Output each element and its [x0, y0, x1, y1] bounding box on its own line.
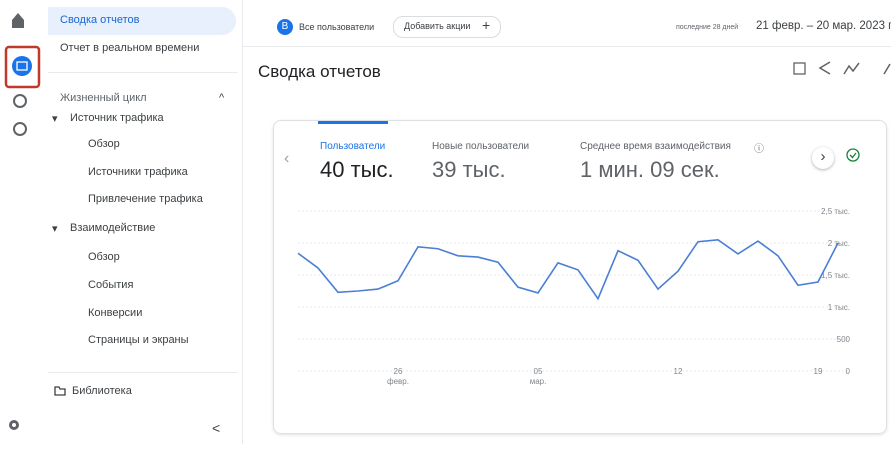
x-tick-label: 05	[534, 367, 543, 376]
tab-indicator	[318, 121, 388, 124]
status-icon	[846, 148, 860, 162]
active-bg	[48, 7, 236, 35]
segment-badge: B	[277, 19, 293, 35]
x-tick-sublabel: февр.	[387, 377, 409, 386]
section-title[interactable]: Жизненный цикл	[60, 92, 147, 104]
x-tick-label: 19	[814, 367, 823, 376]
x-tick-label: 26	[394, 367, 403, 376]
topbar: B Все пользователи Добавить акции + посл…	[243, 0, 891, 47]
bullet: ▾	[52, 113, 58, 125]
date-range[interactable]: 21 февр. – 20 мар. 2023 г.	[756, 20, 891, 32]
settings-hole	[12, 423, 16, 427]
group-title[interactable]: Взаимодействие	[70, 222, 156, 234]
y-tick-label: 1,5 тыс.	[821, 271, 850, 280]
nav-item[interactable]: Сводка отчетов	[60, 14, 140, 26]
folder-icon	[54, 386, 66, 396]
reports-icon[interactable]	[12, 56, 32, 76]
reports-glyph	[16, 61, 28, 71]
nav-item[interactable]: Источники трафика	[88, 166, 188, 178]
y-tick-label: 0	[846, 367, 851, 376]
x-tick-label: 12	[674, 367, 683, 376]
group-title[interactable]: Источник трафика	[70, 112, 164, 124]
metric-name[interactable]: Среднее время взаимодействия	[580, 141, 731, 152]
nav-item[interactable]: События	[88, 279, 134, 291]
customize-icon[interactable]	[793, 62, 806, 75]
insights-icon[interactable]	[843, 62, 860, 75]
nav-item[interactable]: Отчет в реальном времени	[60, 42, 200, 54]
metric-value: 1 мин. 09 сек.	[580, 157, 720, 182]
data-line	[297, 238, 839, 301]
library-link[interactable]: Библиотека	[72, 385, 132, 397]
icon-rail	[0, 0, 42, 444]
title-actions	[793, 61, 891, 75]
bullet: ▾	[52, 223, 58, 235]
explore-icon[interactable]	[13, 94, 27, 108]
nav-item[interactable]: Обзор	[88, 138, 120, 150]
date-prefix: последние 28 дней	[676, 24, 739, 31]
next-arrow[interactable]: ›	[812, 147, 834, 169]
rail-icons	[4, 13, 41, 430]
y-tick-label: 2,5 тыс.	[821, 207, 850, 216]
prev-arrow[interactable]: ‹	[284, 150, 290, 167]
overview-card	[273, 120, 887, 434]
edit-icon[interactable]	[883, 63, 891, 75]
help-icon[interactable]: ⓘ	[754, 144, 764, 155]
y-tick-label: 500	[837, 335, 851, 344]
collapse-caret[interactable]: ^	[219, 92, 225, 104]
collapse-sidebar[interactable]: <	[212, 420, 221, 436]
metric-value: 39 тыс.	[432, 157, 506, 182]
selected-highlight	[4, 45, 41, 89]
sidebar: Сводка отчетов Отчет в реальном времени …	[42, 0, 243, 444]
nav-item[interactable]: Конверсии	[88, 307, 143, 319]
y-tick-label: 2 тыс.	[828, 239, 850, 248]
home-icon[interactable]	[12, 13, 24, 28]
advertising-icon[interactable]	[13, 122, 27, 136]
add-button-label: Добавить акции	[404, 21, 471, 31]
y-tick-label: 1 тыс.	[828, 303, 850, 312]
page-title: Сводка отчетов	[258, 62, 381, 81]
divider	[48, 372, 238, 373]
share-icon[interactable]	[818, 61, 831, 75]
x-tick-sublabel: мар.	[530, 377, 547, 386]
segment-name[interactable]: Все пользователи	[299, 22, 375, 32]
metric-name[interactable]: Пользователи	[320, 141, 386, 152]
nav-item[interactable]: Привлечение трафика	[88, 193, 203, 205]
add-button[interactable]: Добавить акции +	[393, 16, 501, 38]
divider	[48, 72, 238, 73]
plus-icon: +	[482, 17, 491, 33]
metric-value: 40 тыс.	[320, 157, 394, 182]
nav-item[interactable]: Обзор	[88, 251, 120, 263]
metric-name[interactable]: Новые пользователи	[432, 141, 530, 152]
nav-item[interactable]: Страницы и экраны	[88, 334, 189, 346]
